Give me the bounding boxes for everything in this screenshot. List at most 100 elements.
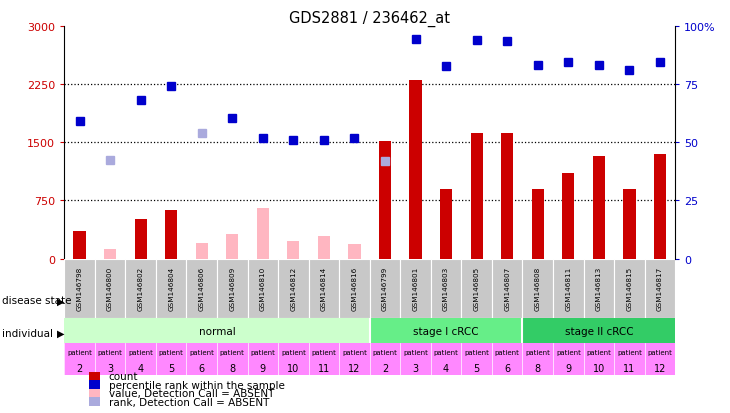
Text: patient: patient (189, 349, 214, 355)
Text: 4: 4 (137, 363, 144, 373)
Text: percentile rank within the sample: percentile rank within the sample (109, 380, 285, 390)
Bar (318, 237, 330, 259)
Bar (64, 259, 95, 318)
Text: 8: 8 (534, 363, 541, 373)
Text: patient: patient (403, 349, 428, 355)
Bar (348, 244, 361, 259)
Bar (95, 259, 126, 318)
Text: GSM146805: GSM146805 (474, 266, 480, 311)
Text: patient: patient (342, 349, 367, 355)
Bar (196, 244, 208, 259)
Bar (126, 259, 156, 318)
Bar (492, 259, 523, 318)
Text: patient: patient (434, 349, 458, 355)
Text: 12: 12 (654, 363, 666, 373)
Bar (562, 174, 575, 259)
Bar (64, 318, 370, 344)
Text: count: count (109, 371, 139, 382)
Bar (410, 81, 422, 259)
Text: GSM146810: GSM146810 (260, 266, 266, 311)
Text: patient: patient (312, 349, 337, 355)
Text: GSM146807: GSM146807 (504, 266, 510, 311)
Bar (88, 397, 100, 406)
Text: rank, Detection Call = ABSENT: rank, Detection Call = ABSENT (109, 397, 269, 407)
Text: GSM146813: GSM146813 (596, 266, 602, 311)
Text: GSM146817: GSM146817 (657, 266, 663, 311)
Bar (288, 241, 299, 259)
Bar (88, 380, 100, 389)
Text: patient: patient (556, 349, 581, 355)
Bar (654, 154, 666, 259)
Bar (531, 190, 544, 259)
Text: 6: 6 (504, 363, 510, 373)
Bar (165, 210, 177, 259)
Bar (134, 220, 147, 259)
Text: normal: normal (199, 326, 235, 336)
Text: ▶: ▶ (57, 328, 64, 338)
Bar (247, 259, 278, 318)
Bar (369, 318, 523, 344)
Text: 6: 6 (199, 363, 205, 373)
Bar (74, 232, 85, 259)
Text: GSM146808: GSM146808 (535, 266, 541, 311)
Bar (583, 259, 614, 318)
Text: GSM146804: GSM146804 (168, 266, 174, 311)
Text: 4: 4 (443, 363, 449, 373)
Text: GSM146798: GSM146798 (77, 266, 82, 311)
Bar (614, 259, 645, 318)
Text: GSM146811: GSM146811 (565, 266, 572, 311)
Text: disease state: disease state (2, 296, 72, 306)
Bar (104, 250, 116, 259)
Text: GSM146814: GSM146814 (321, 266, 327, 311)
Text: stage II cRCC: stage II cRCC (564, 326, 633, 336)
Bar (431, 259, 461, 318)
Text: patient: patient (220, 349, 245, 355)
Bar (379, 141, 391, 259)
Text: patient: patient (250, 349, 275, 355)
Text: 2: 2 (382, 363, 388, 373)
Text: GSM146800: GSM146800 (107, 266, 113, 311)
Bar (523, 259, 553, 318)
Bar (156, 259, 186, 318)
Bar (217, 259, 247, 318)
Bar (400, 259, 431, 318)
Bar (501, 134, 513, 259)
Text: 9: 9 (260, 363, 266, 373)
Text: patient: patient (67, 349, 92, 355)
Text: GSM146802: GSM146802 (138, 266, 144, 311)
Text: 12: 12 (348, 363, 361, 373)
Text: patient: patient (464, 349, 489, 355)
Text: GSM146809: GSM146809 (229, 266, 235, 311)
Text: 3: 3 (107, 363, 113, 373)
Text: 9: 9 (565, 363, 572, 373)
Text: GSM146803: GSM146803 (443, 266, 449, 311)
Bar (645, 259, 675, 318)
Text: GSM146799: GSM146799 (382, 266, 388, 311)
Text: 10: 10 (287, 363, 299, 373)
Text: patient: patient (158, 349, 184, 355)
Text: 5: 5 (474, 363, 480, 373)
Bar (623, 190, 636, 259)
Bar (278, 259, 309, 318)
Text: patient: patient (372, 349, 397, 355)
Text: value, Detection Call = ABSENT: value, Detection Call = ABSENT (109, 388, 274, 398)
Text: GSM146816: GSM146816 (351, 266, 358, 311)
Text: patient: patient (495, 349, 520, 355)
Text: 11: 11 (318, 363, 330, 373)
Text: 2: 2 (77, 363, 82, 373)
Bar (593, 157, 605, 259)
Bar (88, 372, 100, 381)
Text: ▶: ▶ (57, 296, 64, 306)
Text: 10: 10 (593, 363, 605, 373)
Text: patient: patient (526, 349, 550, 355)
Bar (88, 389, 100, 398)
Bar (226, 234, 239, 259)
Text: patient: patient (586, 349, 611, 355)
Title: GDS2881 / 236462_at: GDS2881 / 236462_at (289, 11, 450, 27)
Bar (339, 259, 370, 318)
Bar (440, 190, 452, 259)
Bar (257, 209, 269, 259)
Text: 11: 11 (623, 363, 636, 373)
Text: patient: patient (617, 349, 642, 355)
Text: GSM146812: GSM146812 (291, 266, 296, 311)
